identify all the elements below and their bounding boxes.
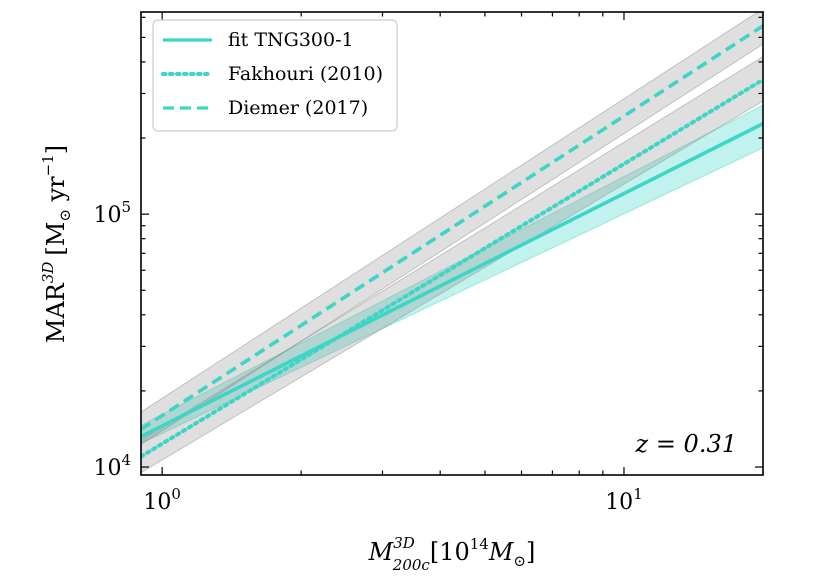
x-tick-label-1: 100 (143, 485, 181, 515)
y-axis-label-main: MAR (42, 282, 70, 343)
x-axis-label-close: ] (526, 538, 535, 566)
x-axis-label: M3D 200c[1014M⊙] (368, 534, 536, 574)
series-line-3 (141, 24, 763, 431)
x-axis-label-sup: 3D (393, 534, 415, 552)
legend-label-1: fit TNG300-1 (228, 29, 354, 51)
x-tick-label-2: 101 (605, 485, 643, 515)
series-line-2 (141, 77, 763, 459)
y-axis-label-sup: 3D (39, 262, 57, 284)
series-line-1 (141, 122, 763, 439)
y-axis-label-units-open: [M (42, 222, 70, 256)
band-3 (141, 12, 763, 445)
legend: fit TNG300-1 Fakhouri (2010) Diemer (2017) (152, 19, 398, 132)
legend-label-3: Diemer (2017) (228, 97, 368, 119)
x-axis-label-sun: ⊙ (513, 552, 526, 570)
x-axis-label-main: M (368, 538, 395, 566)
y-tick-label-2: 105 (93, 198, 131, 228)
x-axis-label-units-sup: 14 (470, 535, 489, 553)
redshift-annotation: z = 0.31 (635, 430, 737, 458)
x-axis-label-units: [10 (430, 538, 470, 566)
legend-box (152, 19, 398, 132)
y-tick-label-1: 104 (93, 451, 131, 481)
y-axis-label: MAR3D [M⊙ yr−1] (39, 145, 74, 343)
series-lines (141, 24, 763, 459)
legend-label-2: Fakhouri (2010) (228, 63, 383, 85)
y-axis-label-sun: ⊙ (56, 209, 74, 222)
axis-ticks: 100 101 104 105 (93, 12, 764, 515)
y-axis-label-units-mid: yr (42, 176, 70, 209)
plot-frame (140, 11, 764, 476)
x-axis-label-sub: 200c (392, 556, 431, 574)
y-axis-label-units-sup: −1 (39, 154, 57, 176)
x-axis-label-units-end: M (488, 538, 515, 566)
band-2 (141, 55, 763, 474)
y-axis-label-units-close: ] (42, 145, 70, 154)
